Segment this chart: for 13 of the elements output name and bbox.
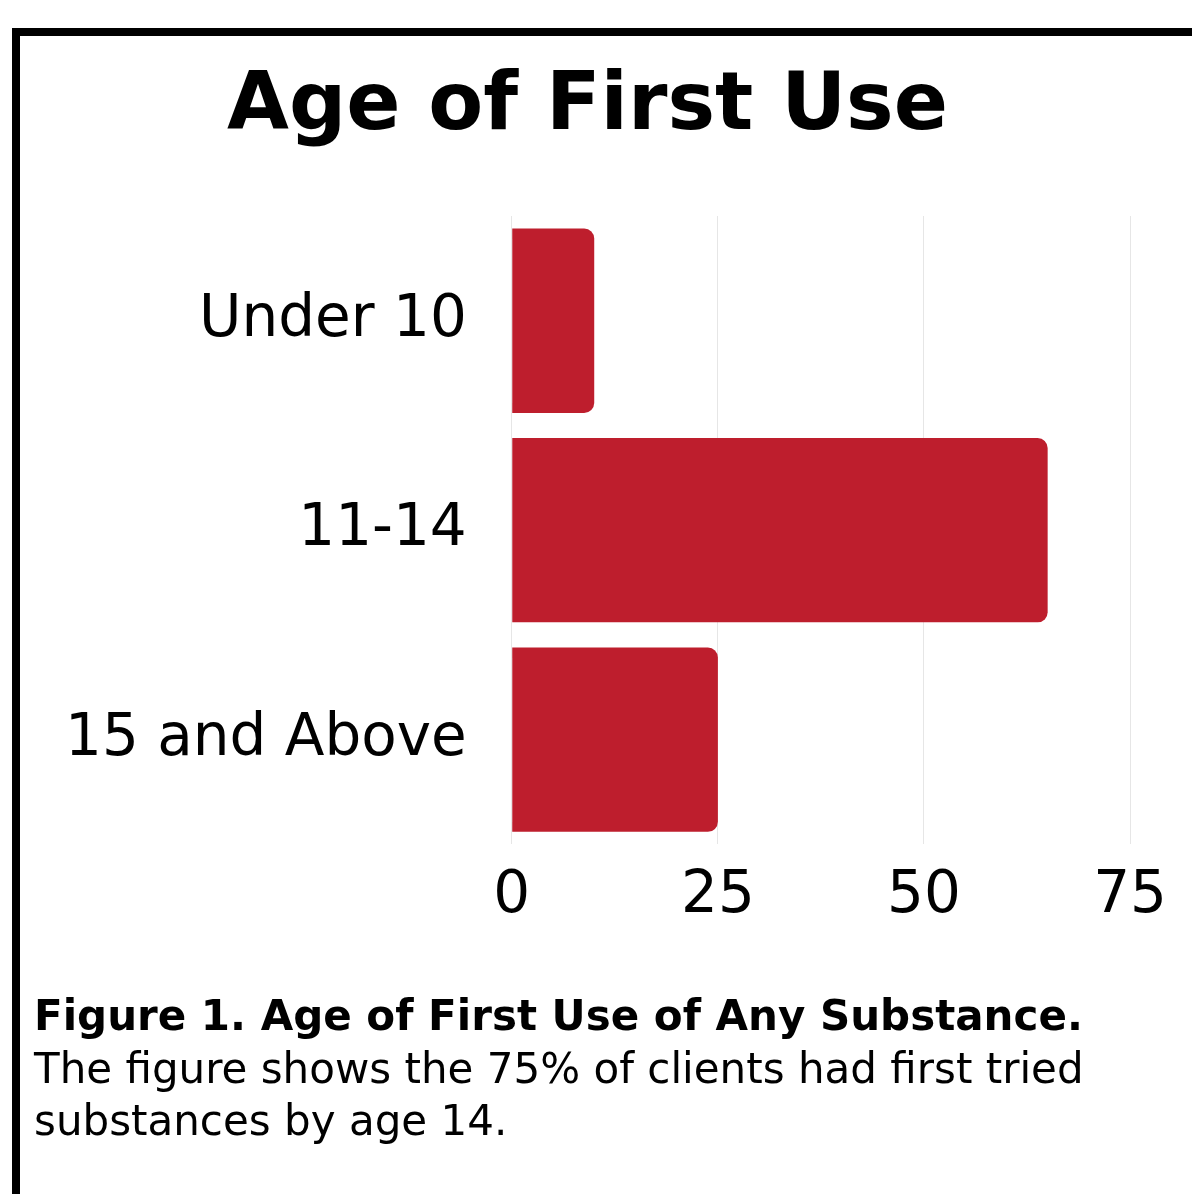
bar: [512, 228, 595, 413]
bar: [512, 647, 718, 832]
x-tick-label: 0: [493, 858, 531, 927]
x-tick-label: 25: [680, 858, 755, 927]
x-tick-label: 75: [1093, 858, 1167, 927]
caption: Figure 1. Age of First Use of Any Substance.: [34, 990, 1084, 1042]
chart-title: Age of First Use: [227, 54, 948, 148]
text: The figure shows the 75% of clients had first tried substances by age 14.: [34, 1042, 1085, 1147]
x-tick-label: 50: [887, 858, 961, 927]
y-tick-label: Under 10: [198, 281, 467, 350]
bar: [512, 438, 1048, 623]
y-tick-label: 15 and Above: [65, 700, 467, 769]
y-tick-label: 11-14: [298, 491, 467, 560]
